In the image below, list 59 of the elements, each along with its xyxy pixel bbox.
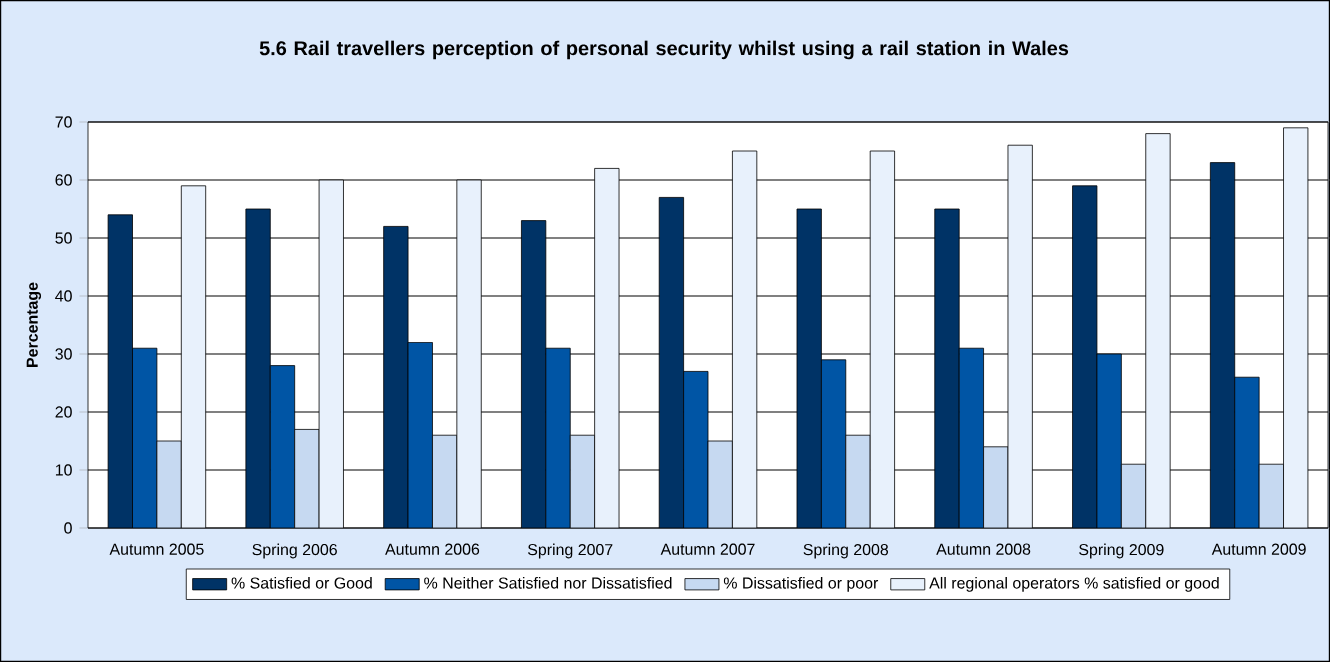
bar [245,208,271,528]
legend-label: % Satisfied or Good [231,576,372,589]
legend-label: % Dissatisfied or poor [723,576,879,592]
bar [521,220,547,528]
x-tick-label: Autumn 2007 [660,543,755,555]
bar [1145,133,1171,528]
y-tick-label: 60 [55,174,72,186]
bar [569,434,596,528]
bar [456,179,482,528]
bar [1007,144,1033,528]
bar [796,208,822,528]
bar [845,434,871,528]
bar [732,150,758,528]
bar [1209,162,1236,528]
legend-label: All regional operators % satisfied or good [929,576,1219,592]
x-tick-label: Autumn 2006 [385,543,480,555]
bar [934,208,960,528]
bar [407,342,433,528]
bar [294,429,320,528]
bar [180,185,207,528]
bar [683,371,709,528]
y-axis-title: Percentage [26,282,42,367]
bar [658,197,685,528]
bar [318,179,344,528]
x-tick-label: Autumn 2008 [936,543,1031,555]
y-tick-label: 10 [55,464,72,476]
x-tick-label: Spring 2007 [527,543,613,559]
bar [1120,463,1147,528]
y-tick-label: 50 [55,232,72,244]
y-tick-label: 40 [55,290,72,302]
x-tick-label: Autumn 2005 [109,543,204,555]
chart-title: 5.6 Rail travellers perception of personal security whilst using a rail station in Wales [259,40,1069,60]
x-tick-label: Autumn 2009 [1211,543,1306,555]
legend-label: % Neither Satisfied nor Dissatisfied [424,576,672,589]
x-tick-label: Spring 2009 [1079,543,1164,559]
bar [707,440,733,528]
bar [1096,353,1122,528]
bar [594,168,620,528]
bar [269,365,296,528]
x-tick-label: Spring 2006 [252,543,337,559]
bar [1072,185,1098,528]
bar [983,446,1009,528]
y-tick-label: 0 [64,522,72,534]
y-tick-label: 30 [55,348,72,360]
bar [383,226,409,528]
bar [1283,127,1309,528]
bar [545,347,571,528]
bar [1258,463,1284,528]
x-tick-label: Spring 2008 [803,543,889,559]
bar [107,214,133,528]
y-tick-label: 70 [55,116,72,128]
bar [958,347,984,528]
y-tick-label: 20 [55,406,72,418]
bar [156,440,182,528]
bar [869,150,895,528]
bar [1234,376,1260,528]
bar [432,434,458,528]
bar [820,359,847,528]
bar [132,347,158,528]
